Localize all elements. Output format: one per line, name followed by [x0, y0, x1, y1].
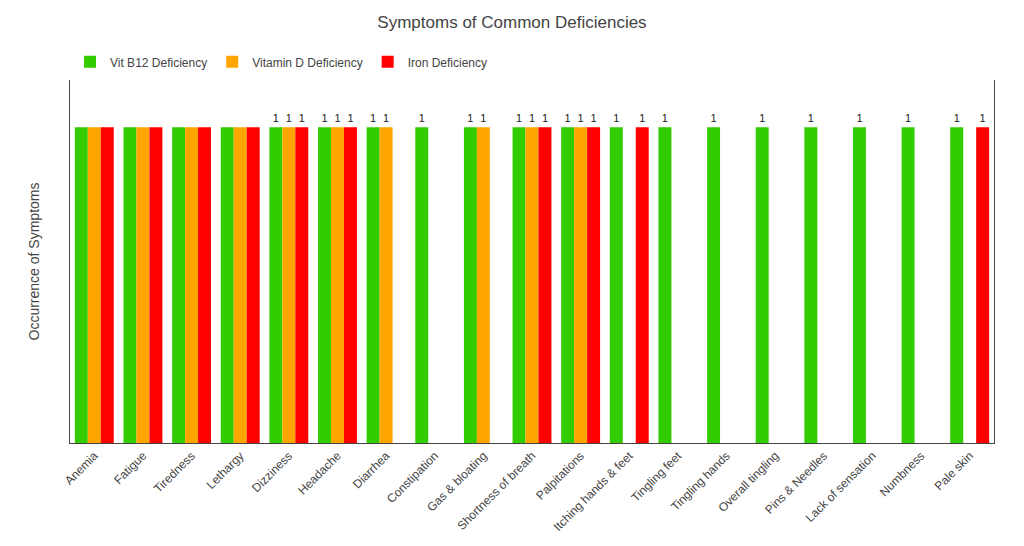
- svg-text:1: 1: [639, 112, 645, 124]
- svg-text:Pale skin: Pale skin: [932, 449, 976, 493]
- svg-text:Gas & bloating: Gas & bloating: [424, 449, 490, 515]
- svg-text:1: 1: [710, 112, 716, 124]
- svg-text:Pins & Needles: Pins & Needles: [762, 449, 830, 517]
- svg-text:1: 1: [529, 112, 535, 124]
- svg-text:1: 1: [321, 112, 327, 124]
- svg-text:1: 1: [516, 112, 522, 124]
- svg-text:1: 1: [856, 112, 862, 124]
- svg-text:1: 1: [980, 112, 986, 124]
- svg-text:Constipation: Constipation: [384, 449, 441, 506]
- svg-text:1: 1: [662, 112, 668, 124]
- svg-text:1: 1: [591, 112, 597, 124]
- svg-text:Tingling feet: Tingling feet: [628, 448, 684, 504]
- svg-text:1: 1: [383, 112, 389, 124]
- svg-text:Tiredness: Tiredness: [151, 449, 198, 496]
- svg-text:1: 1: [419, 112, 425, 124]
- svg-text:Fatigue: Fatigue: [111, 449, 149, 487]
- svg-text:Dizziness: Dizziness: [249, 449, 295, 495]
- svg-text:Vit B12 Deficiency: Vit B12 Deficiency: [110, 56, 207, 70]
- svg-text:Headache: Headache: [295, 449, 344, 498]
- svg-text:Itching hands & feet: Itching hands & feet: [551, 448, 636, 533]
- svg-text:Anemia: Anemia: [62, 449, 101, 488]
- svg-text:1: 1: [334, 112, 340, 124]
- svg-text:Shortness of breath: Shortness of breath: [454, 449, 538, 533]
- svg-text:1: 1: [467, 112, 473, 124]
- svg-text:Lethargy: Lethargy: [204, 449, 247, 492]
- svg-text:Lack of sensation: Lack of sensation: [803, 449, 879, 525]
- svg-text:1: 1: [347, 112, 353, 124]
- svg-text:Occurrence of Symptoms: Occurrence of Symptoms: [26, 183, 42, 341]
- svg-text:1: 1: [286, 112, 292, 124]
- svg-text:1: 1: [905, 112, 911, 124]
- svg-text:1: 1: [480, 112, 486, 124]
- svg-text:Iron Deficiency: Iron Deficiency: [408, 56, 487, 70]
- svg-text:1: 1: [808, 112, 814, 124]
- svg-text:1: 1: [273, 112, 279, 124]
- svg-text:1: 1: [299, 112, 305, 124]
- svg-text:1: 1: [565, 112, 571, 124]
- svg-text:Palpitations: Palpitations: [533, 449, 587, 503]
- svg-text:Tingling hands: Tingling hands: [668, 449, 733, 514]
- svg-text:Vitamin D Deficiency: Vitamin D Deficiency: [252, 56, 362, 70]
- svg-text:1: 1: [613, 112, 619, 124]
- svg-text:Overall tingling: Overall tingling: [715, 449, 781, 515]
- svg-text:1: 1: [954, 112, 960, 124]
- svg-text:1: 1: [370, 112, 376, 124]
- svg-text:Symptoms of Common Deficiencie: Symptoms of Common Deficiencies: [377, 13, 646, 32]
- svg-text:Numbness: Numbness: [877, 449, 927, 499]
- svg-text:1: 1: [578, 112, 584, 124]
- svg-text:1: 1: [542, 112, 548, 124]
- svg-text:Diarrhea: Diarrhea: [350, 449, 393, 492]
- svg-text:1: 1: [759, 112, 765, 124]
